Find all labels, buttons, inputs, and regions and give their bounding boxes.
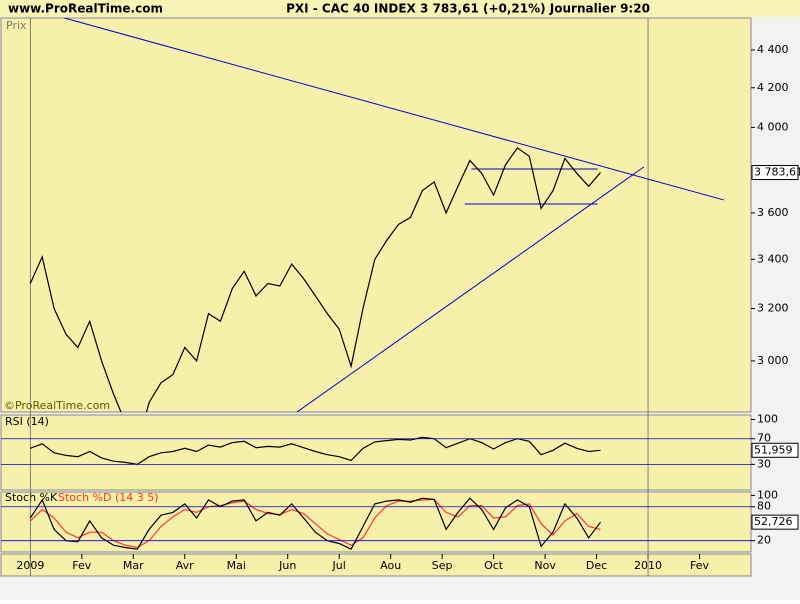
y-tick-label: 4 000 <box>757 120 789 133</box>
x-tick-label: Aou <box>380 559 401 572</box>
chart-title: PXI - CAC 40 INDEX 3 783,61 (+0,21%) Jou… <box>286 2 650 16</box>
y-tick-label: 20 <box>757 534 771 547</box>
x-tick-label: Jul <box>332 559 346 572</box>
last-value-label: 3 783,61 <box>754 166 800 179</box>
last-value-label: 51,959 <box>754 443 793 456</box>
x-tick-label: Mai <box>227 559 246 572</box>
x-tick-label: Fev <box>72 559 91 572</box>
stoch-panel <box>0 491 752 553</box>
trendline <box>64 18 724 201</box>
y-tick-label: 3 600 <box>757 206 789 219</box>
x-tick-label: Mar <box>123 559 144 572</box>
plot-area <box>29 18 724 412</box>
copyright: ©ProRealTime.com <box>4 399 110 412</box>
trendline <box>296 166 645 412</box>
price-panel <box>0 17 752 413</box>
last-value-box <box>751 442 799 458</box>
x-tick-label: Fev <box>690 559 709 572</box>
x-tick-label: Oct <box>484 559 504 572</box>
rsi-label: RSI (14) <box>5 415 49 428</box>
y-tick-label: 4 400 <box>757 43 789 56</box>
x-tick-label: Sep <box>432 559 453 572</box>
price-label: Prix <box>6 19 27 32</box>
x-tick-label: Dec <box>586 559 607 572</box>
stoch-line <box>29 497 601 550</box>
x-tick-label: Jun <box>278 559 296 572</box>
y-tick-label: 3 000 <box>757 354 789 367</box>
x-tick-label: Nov <box>534 559 556 572</box>
y-tick-label: 100 <box>757 488 778 501</box>
y-tick-label: 100 <box>757 412 778 425</box>
last-value-label: 52,726 <box>754 515 793 528</box>
plot-area <box>30 436 601 466</box>
y-tick-label: 4 200 <box>757 81 789 94</box>
price-line <box>29 147 601 412</box>
rsi-panel <box>0 414 752 491</box>
y-tick-label: 3 400 <box>757 252 789 265</box>
stoch-line <box>29 498 601 549</box>
y-tick-label: 70 <box>757 432 771 445</box>
last-value-box <box>751 514 799 530</box>
stoch-d-label: Stoch %D (14 3 5) <box>58 491 159 504</box>
y-tick-label: 80 <box>757 500 771 513</box>
header-bar <box>0 0 800 17</box>
y-tick-label: 3 200 <box>757 302 789 315</box>
last-value-box <box>751 165 799 181</box>
plot-area <box>29 497 601 550</box>
x-axis-panel <box>0 553 752 577</box>
site: www.ProRealTime.com <box>8 2 163 16</box>
stoch-k-label: Stoch %K <box>5 491 58 504</box>
y-tick-label: 30 <box>757 457 771 470</box>
rsi-line <box>30 436 601 466</box>
x-tick-label: Avr <box>176 559 194 572</box>
